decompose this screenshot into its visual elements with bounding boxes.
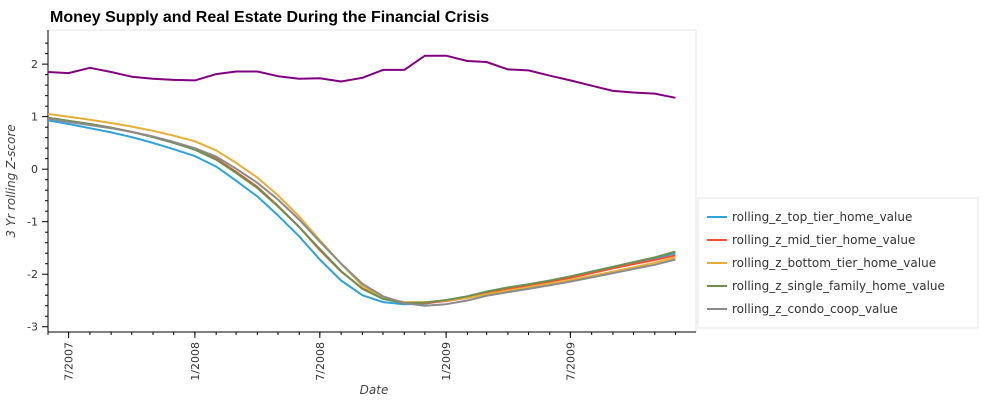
y-tick-label: -3 — [27, 321, 38, 334]
legend-box — [697, 197, 979, 329]
series-line — [48, 54, 676, 99]
x-axis-label: Date — [360, 383, 389, 397]
y-tick-label: -2 — [27, 268, 38, 281]
series-line — [48, 117, 676, 307]
x-tick-label: 1/2009 — [440, 342, 453, 381]
legend-item-label: rolling_z_single_family_home_value — [732, 279, 945, 293]
legend: rolling_z_top_tier_home_value rolling_z_m… — [697, 197, 979, 329]
y-axis-label: 3 Yr rolling Z-score — [4, 124, 18, 237]
plot-frame — [47, 29, 697, 333]
x-tick-label: 7/2009 — [564, 342, 577, 381]
x-axis-ticks: 7/2007 1/2008 7/2008 1/2009 7/2009 — [47, 332, 676, 381]
x-tick-label: 7/2007 — [63, 342, 76, 381]
y-tick-label: -1 — [27, 216, 38, 229]
legend-item-label: rolling_z_top_tier_home_value — [732, 210, 912, 224]
x-tick-label: 7/2008 — [314, 342, 327, 381]
x-tick-label: 1/2008 — [189, 342, 202, 381]
legend-item-label: rolling_z_mid_tier_home_value — [732, 233, 915, 247]
legend-item-label: rolling_z_bottom_tier_home_value — [732, 256, 936, 270]
y-axis-ticks: 2 1 0 -1 -2 -3 — [27, 42, 48, 334]
legend-item-label: rolling_z_condo_coop_value — [732, 302, 898, 316]
y-tick-label: 0 — [31, 163, 38, 176]
series-lines — [48, 54, 676, 307]
series-line — [48, 113, 676, 304]
y-tick-label: 1 — [31, 111, 38, 124]
y-tick-label: 2 — [31, 58, 38, 71]
chart-title: Money Supply and Real Estate During the … — [50, 9, 489, 26]
